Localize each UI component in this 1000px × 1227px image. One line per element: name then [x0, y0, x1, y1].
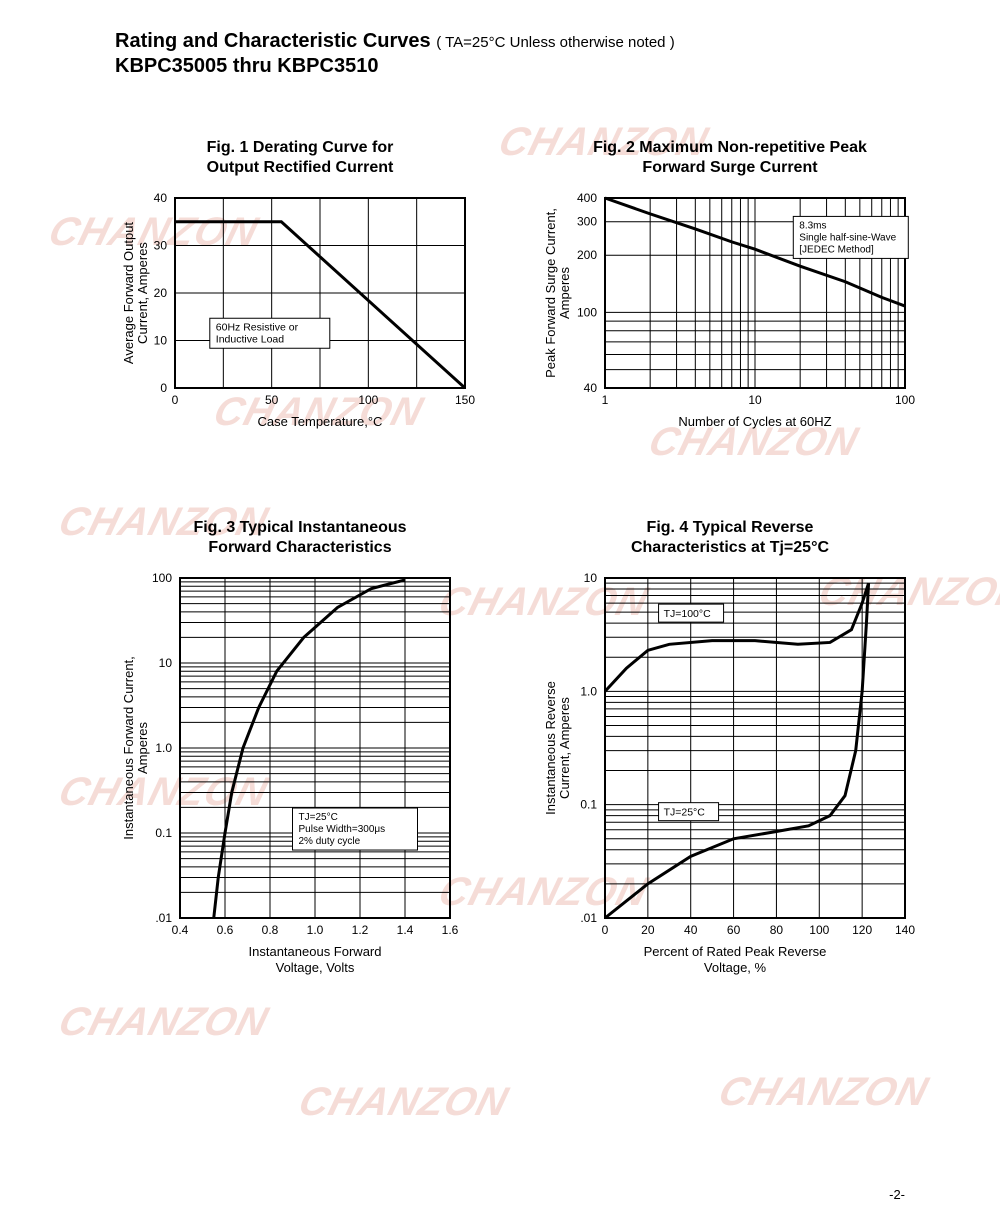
- svg-text:20: 20: [641, 923, 655, 937]
- svg-text:120: 120: [852, 923, 872, 937]
- header-title: Rating and Characteristic Curves ( TA=25…: [115, 30, 910, 53]
- page-header: Rating and Characteristic Curves ( TA=25…: [115, 30, 910, 78]
- svg-text:80: 80: [770, 923, 784, 937]
- svg-text:Number of Cycles at 60HZ: Number of Cycles at 60HZ: [678, 414, 831, 429]
- svg-text:1.2: 1.2: [352, 923, 369, 937]
- svg-text:100: 100: [152, 571, 172, 585]
- fig4-title: Fig. 4 Typical Reverse Characteristics a…: [535, 518, 925, 558]
- svg-text:30: 30: [154, 239, 168, 253]
- watermark: CHANZON: [294, 1080, 513, 1125]
- svg-text:0: 0: [160, 381, 167, 395]
- svg-text:10: 10: [159, 656, 173, 670]
- svg-text:0: 0: [602, 923, 609, 937]
- fig3-chart: 0.4 0.6 0.8 1.0 1.2 1.4 1.6 .01 0.1 1.0 10 100 Insta…: [115, 568, 485, 998]
- svg-text:Instantaneous ForwardVoltage,: Instantaneous ForwardVoltage, Volts: [249, 944, 382, 975]
- svg-text:1.0: 1.0: [155, 741, 172, 755]
- fig1-title-line2: Output Rectified Current: [207, 159, 394, 176]
- svg-text:0.4: 0.4: [172, 923, 189, 937]
- svg-text:10: 10: [154, 334, 168, 348]
- svg-text:40: 40: [684, 923, 698, 937]
- svg-text:100: 100: [577, 305, 597, 319]
- fig3-cell: Fig. 3 Typical Instantaneous Forward Cha…: [115, 518, 485, 998]
- svg-text:100: 100: [809, 923, 829, 937]
- svg-text:100: 100: [895, 393, 915, 407]
- datasheet-page: CHANZON CHANZON CHANZON CHANZON CHANZON …: [0, 0, 1000, 1227]
- svg-text:60: 60: [727, 923, 741, 937]
- fig2-chart: 1 10 100 40 100 200 300 400 Number of Cycles at …: [535, 188, 925, 448]
- svg-text:Average Forward OutputCurrent,: Average Forward OutputCurrent, Amperes: [121, 222, 150, 364]
- svg-text:1.0: 1.0: [580, 684, 597, 698]
- fig2-title-line1: Fig. 2 Maximum Non-repetitive Peak: [593, 139, 867, 156]
- svg-text:Instantaneous Forward Current,: Instantaneous Forward Current,Amperes: [121, 656, 150, 840]
- fig2-title: Fig. 2 Maximum Non-repetitive Peak Forwa…: [535, 138, 925, 178]
- svg-text:Instantaneous ReverseCurrent,: Instantaneous ReverseCurrent, Amperes: [543, 681, 572, 815]
- svg-text:1.0: 1.0: [307, 923, 324, 937]
- svg-text:50: 50: [265, 393, 279, 407]
- svg-text:40: 40: [154, 191, 168, 205]
- fig4-title-line1: Fig. 4 Typical Reverse: [647, 519, 814, 536]
- svg-text:1.6: 1.6: [442, 923, 459, 937]
- svg-text:200: 200: [577, 248, 597, 262]
- svg-text:100: 100: [358, 393, 378, 407]
- fig1-title: Fig. 1 Derating Curve for Output Rectifi…: [115, 138, 485, 178]
- fig4-title-line2: Characteristics at Tj=25°C: [631, 539, 829, 556]
- svg-text:150: 150: [455, 393, 475, 407]
- fig3-title-line1: Fig. 3 Typical Instantaneous: [193, 519, 406, 536]
- svg-text:10: 10: [584, 571, 598, 585]
- fig4-cell: Fig. 4 Typical Reverse Characteristics a…: [535, 518, 925, 998]
- fig1-chart: 0 50 100 150 0 10 20 30 40 Case Temperature,°C Ave…: [115, 188, 485, 448]
- svg-text:400: 400: [577, 191, 597, 205]
- fig4-chart: 0 20 40 60 80 100 120 140 .01 0.1 1.0 10 Percent of …: [535, 568, 925, 998]
- fig3-title-line2: Forward Characteristics: [208, 539, 391, 556]
- svg-text:0.8: 0.8: [262, 923, 279, 937]
- page-number: -2-: [889, 1187, 905, 1202]
- fig1-cell: Fig. 1 Derating Curve for Output Rectifi…: [115, 138, 485, 448]
- svg-text:40: 40: [584, 381, 598, 395]
- svg-text:0: 0: [172, 393, 179, 407]
- fig2-title-line2: Forward Surge Current: [642, 159, 817, 176]
- svg-text:0.1: 0.1: [155, 826, 172, 840]
- fig1-title-line1: Fig. 1 Derating Curve for: [207, 139, 394, 156]
- svg-text:0.1: 0.1: [580, 798, 597, 812]
- svg-text:TJ=100°C: TJ=100°C: [664, 608, 712, 620]
- svg-text:1.4: 1.4: [397, 923, 414, 937]
- header-title-note: ( TA=25°C Unless otherwise noted ): [436, 34, 674, 51]
- fig2-cell: Fig. 2 Maximum Non-repetitive Peak Forwa…: [535, 138, 925, 448]
- header-subtitle: KBPC35005 thru KBPC3510: [115, 55, 910, 78]
- svg-text:300: 300: [577, 215, 597, 229]
- svg-text:140: 140: [895, 923, 915, 937]
- watermark: CHANZON: [54, 1000, 273, 1045]
- svg-text:Percent of Rated Peak ReverseV: Percent of Rated Peak ReverseVoltage, %: [644, 944, 827, 975]
- svg-text:.01: .01: [580, 911, 597, 925]
- svg-text:20: 20: [154, 286, 168, 300]
- charts-grid: Fig. 1 Derating Curve for Output Rectifi…: [115, 138, 910, 998]
- svg-text:0.6: 0.6: [217, 923, 234, 937]
- svg-text:Peak Forward Surge Current,Amp: Peak Forward Surge Current,Amperes: [543, 208, 572, 378]
- svg-text:Case Temperature,°C: Case Temperature,°C: [258, 414, 383, 429]
- header-title-bold: Rating and Characteristic Curves: [115, 30, 431, 52]
- fig3-title: Fig. 3 Typical Instantaneous Forward Cha…: [115, 518, 485, 558]
- watermark: CHANZON: [714, 1070, 933, 1115]
- svg-text:10: 10: [748, 393, 762, 407]
- svg-text:1: 1: [602, 393, 609, 407]
- svg-text:TJ=25°C: TJ=25°C: [664, 807, 706, 819]
- svg-text:.01: .01: [155, 911, 172, 925]
